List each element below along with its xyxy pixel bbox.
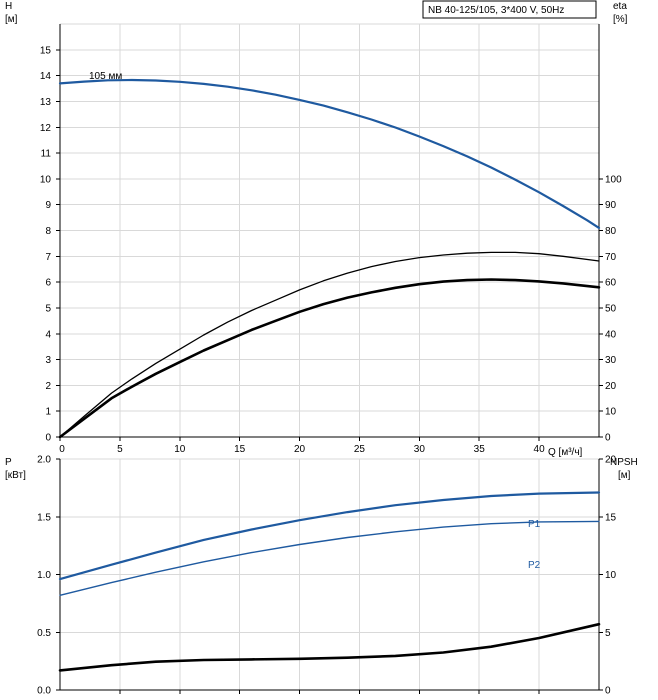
x-axis-tick-label: 25	[354, 444, 366, 455]
left-axis-tick-label: 5	[45, 303, 51, 314]
power-chart-ticks: 0.0 0.5 1.0 1.5 2.0 0 5 10 15 20	[37, 455, 616, 697]
left-axis-tick-label: 4	[45, 329, 51, 340]
p2-curve-label: P2	[528, 560, 541, 571]
right-axis-tick-label: 50	[605, 303, 617, 314]
right-axis-tick-label: 90	[605, 200, 617, 211]
right-axis-tick-label: 100	[605, 174, 622, 185]
left-axis-tick-label: 8	[45, 226, 51, 237]
right-axis-label-eta: eta	[613, 1, 627, 12]
power-npsh-chart: P [кВт] NPSH [м] P1 P2 0.0 0.5 1.0 1.5 2.0 0 5…	[5, 455, 638, 697]
x-axis-tick-label: 0	[59, 444, 65, 455]
left-axis-label-p: P	[5, 457, 12, 468]
head-chart-curves	[58, 78, 601, 439]
left-axis-tick-label: 7	[45, 252, 51, 263]
left-axis-label-h: H	[5, 1, 12, 12]
chart-title-box	[422, 0, 597, 19]
npsh-curve	[58, 622, 601, 672]
x-axis-tick-label: 5	[117, 444, 123, 455]
left-axis-tick-label: 2.0	[37, 455, 51, 466]
right-axis-tick-label: 20	[605, 381, 617, 392]
left-axis-unit-p: [кВт]	[5, 470, 26, 481]
x-axis-tick-label: 20	[294, 444, 306, 455]
right-axis-tick-label: 0	[605, 433, 611, 444]
x-axis-tick-label: 10	[174, 444, 186, 455]
p1-curve-label: P1	[528, 519, 541, 530]
right-axis-tick-label: 40	[605, 329, 617, 340]
right-axis-label-npsh: NPSH	[610, 457, 638, 468]
chart-title: NB 40-125/105, 3*400 V, 50Hz	[428, 5, 564, 16]
left-axis-tick-label: 1.0	[37, 570, 51, 581]
head-efficiency-chart: NB 40-125/105, 3*400 V, 50Hz H [м] eta […	[5, 0, 628, 458]
x-axis-tick-label: 40	[534, 444, 546, 455]
left-axis-tick-label: 3	[45, 355, 51, 366]
head-curve-label: 105 мм	[89, 71, 122, 82]
x-axis-tick-label: 35	[474, 444, 486, 455]
right-axis-tick-label: 15	[605, 512, 617, 523]
left-axis-tick-label: 1	[45, 407, 51, 418]
left-axis-tick-label: 9	[45, 200, 51, 211]
right-axis-tick-label: 0	[605, 686, 611, 697]
left-axis-tick-label: 15	[40, 45, 52, 56]
x-axis-label-q: Q [м³/ч]	[548, 447, 583, 458]
right-axis-tick-label: 10	[605, 570, 617, 581]
left-axis-tick-label: 6	[45, 278, 51, 289]
left-axis-tick-label: 10	[40, 174, 52, 185]
left-axis-tick-label: 14	[40, 71, 52, 82]
right-axis-tick-label: 5	[605, 628, 611, 639]
right-axis-tick-label: 30	[605, 355, 617, 366]
power-chart-grid	[60, 458, 600, 690]
right-axis-tick-label: 70	[605, 252, 617, 263]
left-axis-tick-label: 0	[45, 433, 51, 444]
right-axis-tick-label: 60	[605, 278, 617, 289]
right-axis-tick-label: 20	[605, 455, 617, 466]
left-axis-unit-h: [м]	[5, 14, 18, 25]
left-axis-tick-label: 1.5	[37, 512, 51, 523]
right-axis-tick-label: 80	[605, 226, 617, 237]
x-axis-tick-label: 30	[414, 444, 426, 455]
left-axis-tick-label: 12	[40, 123, 52, 134]
left-axis-tick-label: 11	[41, 149, 52, 160]
p1-power-curve	[58, 491, 601, 581]
left-axis-tick-label: 0.5	[37, 628, 51, 639]
left-axis-tick-label: 2	[45, 381, 51, 392]
right-axis-tick-label: 10	[605, 407, 617, 418]
power-chart-curves	[58, 491, 601, 672]
head-chart-grid	[60, 23, 600, 437]
efficiency-curve-upper	[59, 251, 600, 438]
right-axis-unit-npsh: [м]	[618, 470, 631, 481]
x-axis-tick-label: 15	[234, 444, 246, 455]
right-axis-unit-eta: [%]	[613, 14, 628, 25]
left-axis-tick-label: 13	[40, 97, 52, 108]
efficiency-curve-lower	[58, 278, 601, 439]
head-curve	[58, 78, 601, 229]
p2-power-curve	[59, 520, 600, 596]
head-chart-ticks: 0123456789101112131415010203040506070809…	[40, 24, 622, 455]
left-axis-tick-label: 0.0	[37, 686, 51, 697]
